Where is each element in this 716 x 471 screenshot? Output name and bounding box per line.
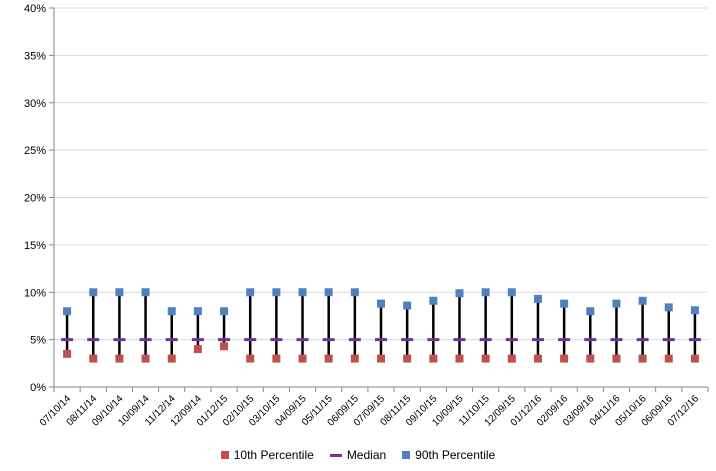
- point-10th-percentile: [560, 354, 569, 363]
- point-10th-percentile: [141, 354, 150, 363]
- point-median: [113, 338, 126, 342]
- point-90th-percentile: [612, 299, 621, 308]
- point-90th-percentile: [246, 288, 255, 297]
- point-median: [505, 338, 518, 342]
- point-10th-percentile: [350, 354, 359, 363]
- point-90th-percentile: [560, 299, 569, 308]
- point-90th-percentile: [272, 288, 281, 297]
- point-median: [427, 338, 440, 342]
- point-10th-percentile: [324, 354, 333, 363]
- legend-item-10th: 10th Percentile: [220, 448, 314, 462]
- point-median: [165, 338, 178, 342]
- point-10th-percentile: [586, 354, 595, 363]
- point-10th-percentile: [89, 354, 98, 363]
- point-90th-percentile: [586, 307, 595, 316]
- point-90th-percentile: [141, 288, 150, 297]
- point-90th-percentile: [298, 288, 307, 297]
- point-90th-percentile: [220, 307, 229, 316]
- point-90th-percentile: [481, 288, 490, 297]
- point-90th-percentile: [350, 288, 359, 297]
- point-median: [87, 338, 100, 342]
- y-tick-label: 30%: [24, 98, 46, 110]
- point-90th-percentile: [167, 307, 176, 316]
- point-median: [636, 338, 649, 342]
- point-90th-percentile: [193, 307, 202, 316]
- data-marks: [61, 288, 701, 363]
- point-median: [610, 338, 623, 342]
- point-90th-percentile: [403, 301, 412, 310]
- point-90th-percentile: [507, 288, 516, 297]
- legend-label-90th: 90th Percentile: [415, 448, 496, 462]
- point-10th-percentile: [298, 354, 307, 363]
- point-median: [558, 338, 571, 342]
- point-median: [61, 338, 74, 342]
- point-90th-percentile: [533, 294, 542, 303]
- y-tick-label: 40%: [24, 3, 46, 15]
- point-median: [296, 338, 309, 342]
- point-median: [479, 338, 492, 342]
- y-tick-label: 5%: [30, 335, 46, 347]
- point-10th-percentile: [377, 354, 385, 363]
- legend-swatch-90th: [402, 451, 411, 459]
- point-10th-percentile: [429, 354, 438, 363]
- legend-label-median: Median: [346, 448, 387, 462]
- point-90th-percentile: [664, 303, 673, 312]
- point-median: [139, 338, 152, 342]
- point-median: [191, 338, 204, 342]
- point-10th-percentile: [638, 354, 647, 363]
- point-10th-percentile: [193, 345, 202, 354]
- x-axis: 07/10/1408/11/1409/10/1410/09/1411/12/14…: [38, 386, 709, 429]
- point-10th-percentile: [272, 354, 281, 363]
- point-10th-percentile: [533, 354, 542, 363]
- point-median: [688, 338, 701, 342]
- point-10th-percentile: [167, 354, 176, 363]
- point-median: [348, 338, 361, 342]
- point-90th-percentile: [324, 288, 333, 297]
- y-tick-label: 0%: [30, 382, 46, 394]
- y-tick-label: 25%: [24, 145, 46, 157]
- point-median: [662, 338, 675, 342]
- point-10th-percentile: [403, 354, 412, 363]
- y-tick-label: 15%: [24, 240, 46, 252]
- point-90th-percentile: [429, 296, 438, 305]
- point-10th-percentile: [507, 354, 516, 363]
- legend: 10th Percentile Median 90th Percentile: [0, 448, 716, 462]
- y-tick-label: 20%: [24, 193, 46, 205]
- point-90th-percentile: [377, 299, 385, 308]
- point-median: [375, 338, 387, 342]
- point-90th-percentile: [455, 289, 464, 298]
- point-90th-percentile: [638, 296, 647, 305]
- point-median: [453, 338, 466, 342]
- point-median: [218, 338, 231, 342]
- point-10th-percentile: [63, 349, 72, 358]
- legend-label-10th: 10th Percentile: [233, 448, 314, 462]
- point-median: [584, 338, 597, 342]
- point-90th-percentile: [89, 288, 98, 297]
- point-90th-percentile: [115, 288, 124, 297]
- point-10th-percentile: [455, 354, 464, 363]
- point-median: [531, 338, 544, 342]
- point-90th-percentile: [690, 306, 699, 315]
- y-axis: 0% 5% 10% 15% 20% 25% 30% 35% 40%: [24, 3, 55, 394]
- point-median: [322, 338, 335, 342]
- legend-swatch-10th: [220, 451, 229, 459]
- y-tick-label: 35%: [24, 50, 46, 62]
- point-10th-percentile: [115, 354, 124, 363]
- point-10th-percentile: [664, 354, 673, 363]
- point-10th-percentile: [612, 354, 621, 363]
- point-90th-percentile: [63, 307, 72, 316]
- point-10th-percentile: [690, 354, 699, 363]
- point-10th-percentile: [246, 354, 255, 363]
- point-median: [401, 338, 414, 342]
- gridlines: [54, 7, 708, 341]
- legend-swatch-median: [329, 453, 342, 457]
- point-median: [244, 338, 257, 342]
- point-10th-percentile: [481, 354, 490, 363]
- legend-item-median: Median: [329, 448, 387, 462]
- point-10th-percentile: [220, 342, 229, 351]
- point-median: [270, 338, 283, 342]
- y-tick-label: 10%: [24, 287, 46, 299]
- legend-item-90th: 90th Percentile: [402, 448, 495, 462]
